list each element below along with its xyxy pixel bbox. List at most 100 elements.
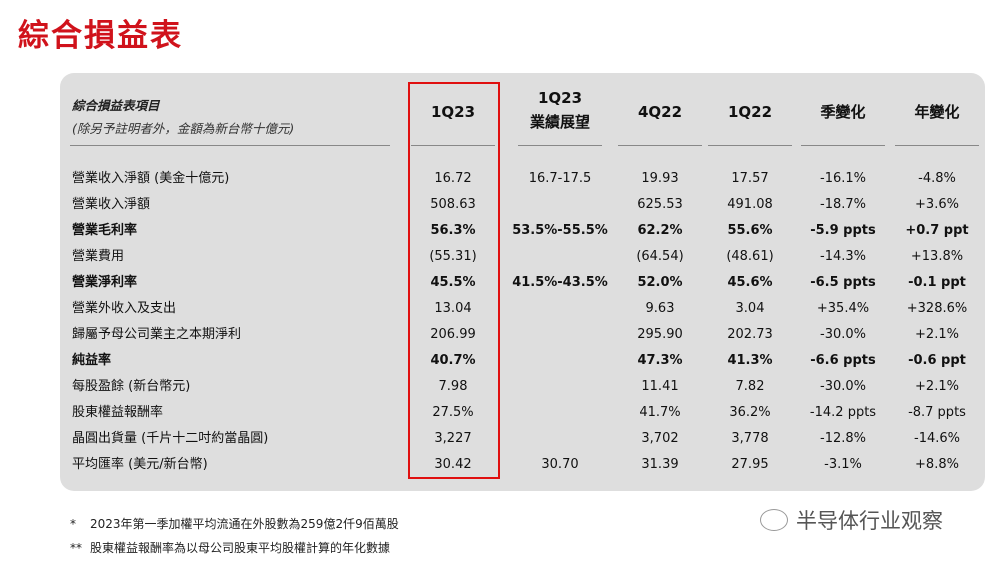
table-cell: 53.5%-55.5% [512, 223, 608, 238]
table-cell: +0.7 ppt [905, 223, 969, 238]
table-cell: 7.82 [735, 379, 765, 394]
table-row: 每股盈餘 (新台幣元) 7.98 11.41 7.82 -30.0% +2.1% [0, 374, 1000, 400]
table-header-label: 綜合損益表項目 (除另予註明者外，金額為新台幣十億元) [72, 95, 294, 137]
table-row: 股東權益報酬率 27.5% 41.7% 36.2% -14.2 ppts -8.7 ppt… [0, 400, 1000, 426]
table-cell: 16.72 [434, 171, 472, 186]
row-label: 營業毛利率 [72, 223, 138, 238]
row-label: 歸屬予母公司業主之本期淨利 [72, 327, 242, 342]
table-cell: -3.1% [824, 457, 862, 472]
table-cell: 491.08 [727, 197, 773, 212]
table-cell: -4.8% [918, 171, 956, 186]
table-cell: 45.6% [727, 275, 773, 290]
table-cell: -0.6 ppt [908, 353, 966, 368]
highlight-box [408, 82, 500, 479]
table-cell: 30.42 [434, 457, 472, 472]
table-cell: +3.6% [915, 197, 959, 212]
table-cell: 3,227 [434, 431, 472, 446]
table-row: 營業外收入及支出 13.04 9.63 3.04 +35.4% +328.6% [0, 296, 1000, 322]
header-underline [518, 145, 602, 146]
table-cell: 17.57 [731, 171, 769, 186]
table-cell: 27.5% [432, 405, 474, 420]
table-cell: 47.3% [637, 353, 683, 368]
table-cell: +328.6% [906, 301, 968, 316]
table-cell: -30.0% [820, 379, 866, 394]
table-row: 營業收入淨額 508.63 625.53 491.08 -18.7% +3.6% [0, 192, 1000, 218]
column-header: 1Q23 業績展望 [529, 89, 590, 131]
table-row: 營業毛利率 56.3% 53.5%-55.5% 62.2% 55.6% -5.9 ppts… [0, 218, 1000, 244]
row-label: 純益率 [72, 353, 112, 368]
table-row: 營業費用 (55.31) (64.54) (48.61) -14.3% +13.8% [0, 244, 1000, 270]
table-cell: -5.9 ppts [810, 223, 876, 238]
row-label: 營業費用 [72, 249, 125, 264]
table-cell: 7.98 [438, 379, 468, 394]
table-cell: 295.90 [637, 327, 683, 342]
table-cell: -0.1 ppt [908, 275, 966, 290]
table-cell: +2.1% [915, 327, 959, 342]
table-cell: (48.61) [726, 249, 774, 264]
table-row: 營業淨利率 45.5% 41.5%-43.5% 52.0% 45.6% -6.5 ppts… [0, 270, 1000, 296]
table-cell: -6.5 ppts [810, 275, 876, 290]
table-cell: 11.41 [641, 379, 679, 394]
table-cell: 31.39 [641, 457, 679, 472]
row-label: 股東權益報酬率 [72, 405, 164, 420]
table-cell: 41.5%-43.5% [512, 275, 608, 290]
table-cell: 19.93 [641, 171, 679, 186]
footnote: * 2023年第一季加權平均流通在外股數為259億2仟9佰萬股 [70, 517, 399, 531]
table-cell: 3,778 [731, 431, 769, 446]
table-row: 營業收入淨額 (美金十億元) 16.72 16.7-17.5 19.93 17.57 -1… [0, 166, 1000, 192]
table-cell: 16.7-17.5 [528, 171, 592, 186]
table-cell: 3.04 [735, 301, 765, 316]
row-label: 營業淨利率 [72, 275, 138, 290]
table-cell: -14.6% [914, 431, 960, 446]
table-cell: 30.70 [541, 457, 579, 472]
table-cell: -30.0% [820, 327, 866, 342]
table-row: 純益率 40.7% 47.3% 41.3% -6.6 ppts -0.6 ppt [0, 348, 1000, 374]
table-cell: +13.8% [910, 249, 964, 264]
table-cell: -14.3% [820, 249, 866, 264]
table-cell: -8.7 ppts [908, 405, 966, 420]
row-label: 晶圓出貨量 (千片十二吋約當晶圓) [72, 431, 269, 446]
table-cell: -14.2 ppts [809, 405, 877, 420]
column-header: 1Q23 [430, 103, 476, 121]
page-title: 綜合損益表 [18, 18, 183, 54]
table-cell: +2.1% [915, 379, 959, 394]
table-row: 晶圓出貨量 (千片十二吋約當晶圓) 3,227 3,702 3,778 -12.8% -1… [0, 426, 1000, 452]
column-header: 年變化 [914, 103, 960, 121]
table-cell: 206.99 [430, 327, 476, 342]
table-cell: 9.63 [645, 301, 675, 316]
table-panel [60, 73, 985, 491]
header-underline [708, 145, 792, 146]
table-cell: 508.63 [430, 197, 476, 212]
table-cell: 56.3% [430, 223, 476, 238]
table-cell: 41.3% [727, 353, 773, 368]
row-label: 平均匯率 (美元/新台幣) [72, 457, 208, 472]
column-header: 1Q22 [727, 103, 773, 121]
table-cell: 13.04 [434, 301, 472, 316]
header-underline [411, 145, 495, 146]
table-cell: (64.54) [636, 249, 684, 264]
table-cell: 62.2% [637, 223, 683, 238]
wechat-icon [760, 509, 788, 531]
table-cell: 45.5% [430, 275, 476, 290]
table-cell: 55.6% [727, 223, 773, 238]
column-header: 季變化 [820, 103, 866, 121]
table-cell: -6.6 ppts [810, 353, 876, 368]
row-label: 營業外收入及支出 [72, 301, 177, 316]
table-cell: +35.4% [816, 301, 870, 316]
watermark: 半导体行业观察 [760, 505, 943, 535]
table-cell: -12.8% [820, 431, 866, 446]
header-underline [801, 145, 885, 146]
table-cell: 40.7% [430, 353, 476, 368]
header-subtitle: (除另予註明者外，金額為新台幣十億元) [72, 121, 295, 136]
table-cell: 625.53 [637, 197, 683, 212]
table-cell: -18.7% [820, 197, 866, 212]
header-title: 綜合損益表項目 [72, 98, 160, 113]
header-underline [618, 145, 702, 146]
table-cell: 52.0% [637, 275, 683, 290]
table-cell: (55.31) [429, 249, 477, 264]
column-header: 4Q22 [637, 103, 683, 121]
row-label: 每股盈餘 (新台幣元) [72, 379, 191, 394]
footnotes: * 2023年第一季加權平均流通在外股數為259億2仟9佰萬股 ** 股東權益報酬率… [70, 512, 399, 560]
header-underline [70, 145, 390, 146]
table-cell: 41.7% [639, 405, 681, 420]
